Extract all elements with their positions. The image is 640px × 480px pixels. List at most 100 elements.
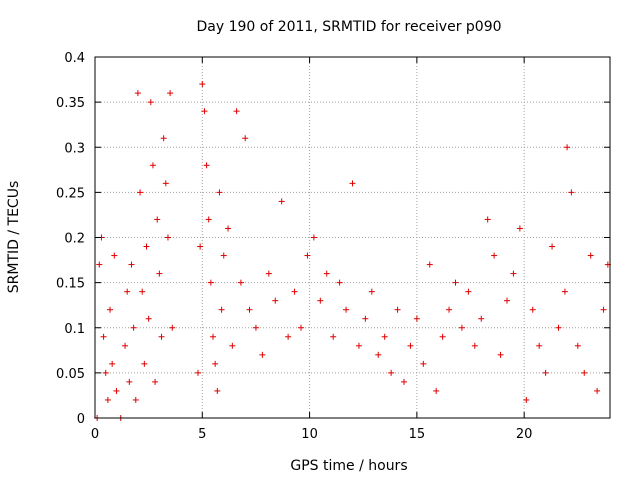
data-point bbox=[304, 252, 311, 259]
data-point bbox=[265, 270, 272, 277]
data-point bbox=[561, 288, 568, 295]
data-point bbox=[516, 225, 523, 232]
y-tick-labels: 0 0.05 0.1 0.15 0.2 0.25 0.3 0.35 0.4 bbox=[56, 51, 85, 427]
data-point bbox=[164, 234, 171, 241]
data-point bbox=[134, 90, 141, 97]
data-point bbox=[143, 243, 150, 250]
data-point bbox=[132, 396, 139, 403]
data-point bbox=[203, 162, 210, 169]
data-point bbox=[285, 333, 292, 340]
data-point bbox=[439, 333, 446, 340]
x-tick-label: 0 bbox=[91, 427, 99, 442]
data-point bbox=[152, 378, 159, 385]
data-point bbox=[343, 306, 350, 313]
data-point bbox=[113, 387, 120, 394]
data-point bbox=[225, 225, 232, 232]
data-point bbox=[128, 261, 135, 268]
data-point bbox=[195, 369, 201, 376]
data-point bbox=[452, 279, 459, 286]
y-axis-label: SRMTID / TECUs bbox=[6, 181, 22, 294]
data-point bbox=[229, 342, 236, 349]
data-point bbox=[536, 342, 543, 349]
x-axis-label: GPS time / hours bbox=[290, 458, 407, 474]
data-point bbox=[298, 324, 304, 331]
x-tick-label: 20 bbox=[516, 427, 533, 442]
x-tick-label: 10 bbox=[301, 427, 318, 442]
data-point bbox=[147, 99, 154, 106]
data-point bbox=[242, 135, 249, 142]
data-point bbox=[156, 270, 163, 277]
data-point bbox=[323, 270, 330, 277]
data-point bbox=[362, 315, 369, 322]
y-tick-label: 0.15 bbox=[56, 277, 85, 292]
data-point bbox=[478, 315, 485, 322]
data-point bbox=[124, 288, 131, 295]
data-point bbox=[246, 306, 253, 313]
y-tick-label: 0.3 bbox=[64, 141, 85, 156]
data-point bbox=[218, 306, 225, 313]
data-point bbox=[310, 234, 317, 241]
data-point bbox=[102, 369, 109, 376]
y-tick-label: 0.4 bbox=[64, 51, 85, 66]
y-tick-label: 0.1 bbox=[64, 322, 85, 337]
data-point bbox=[510, 270, 517, 277]
data-point bbox=[388, 369, 395, 376]
data-point bbox=[122, 342, 129, 349]
chart-title: Day 190 of 2011, SRMTID for receiver p09… bbox=[196, 19, 501, 35]
data-point bbox=[564, 144, 571, 151]
data-point bbox=[137, 189, 144, 196]
data-point bbox=[141, 360, 148, 367]
data-point bbox=[237, 279, 244, 286]
x-tick-label: 15 bbox=[409, 427, 426, 442]
data-point bbox=[574, 342, 581, 349]
data-point bbox=[100, 333, 107, 340]
data-point bbox=[401, 378, 407, 385]
data-point bbox=[104, 396, 111, 403]
data-point bbox=[549, 243, 556, 250]
data-point bbox=[149, 162, 156, 169]
data-point bbox=[355, 342, 362, 349]
data-point bbox=[252, 324, 259, 331]
data-point bbox=[555, 324, 562, 331]
data-point bbox=[259, 351, 266, 358]
x-tick-label: 5 bbox=[198, 427, 206, 442]
data-point bbox=[291, 288, 298, 295]
data-point bbox=[199, 81, 206, 88]
grid-lines bbox=[95, 57, 610, 418]
axis-ticks bbox=[94, 56, 610, 419]
data-point bbox=[272, 297, 279, 304]
data-point bbox=[433, 387, 440, 394]
data-point bbox=[201, 108, 208, 115]
data-point bbox=[420, 360, 427, 367]
data-point bbox=[594, 387, 601, 394]
data-point bbox=[214, 387, 221, 394]
data-point bbox=[212, 360, 219, 367]
data-point bbox=[568, 189, 575, 196]
data-point bbox=[317, 297, 324, 304]
data-point bbox=[167, 90, 174, 97]
data-point bbox=[465, 288, 472, 295]
data-point bbox=[154, 216, 161, 223]
data-point bbox=[207, 279, 214, 286]
data-point bbox=[407, 342, 414, 349]
data-point bbox=[413, 315, 420, 322]
data-point bbox=[145, 315, 152, 322]
data-point bbox=[130, 324, 137, 331]
data-point bbox=[491, 252, 498, 259]
data-point bbox=[216, 189, 223, 196]
data-point bbox=[220, 252, 227, 259]
data-point bbox=[529, 306, 536, 313]
y-tick-label: 0.35 bbox=[56, 96, 85, 111]
data-point bbox=[139, 288, 146, 295]
data-point bbox=[504, 297, 510, 304]
data-point bbox=[197, 243, 204, 250]
data-point bbox=[587, 252, 594, 259]
data-points bbox=[94, 81, 611, 421]
data-point bbox=[336, 279, 343, 286]
data-point bbox=[210, 333, 217, 340]
data-point bbox=[111, 252, 118, 259]
data-point bbox=[471, 342, 478, 349]
data-point bbox=[160, 135, 167, 142]
data-point bbox=[233, 108, 240, 115]
